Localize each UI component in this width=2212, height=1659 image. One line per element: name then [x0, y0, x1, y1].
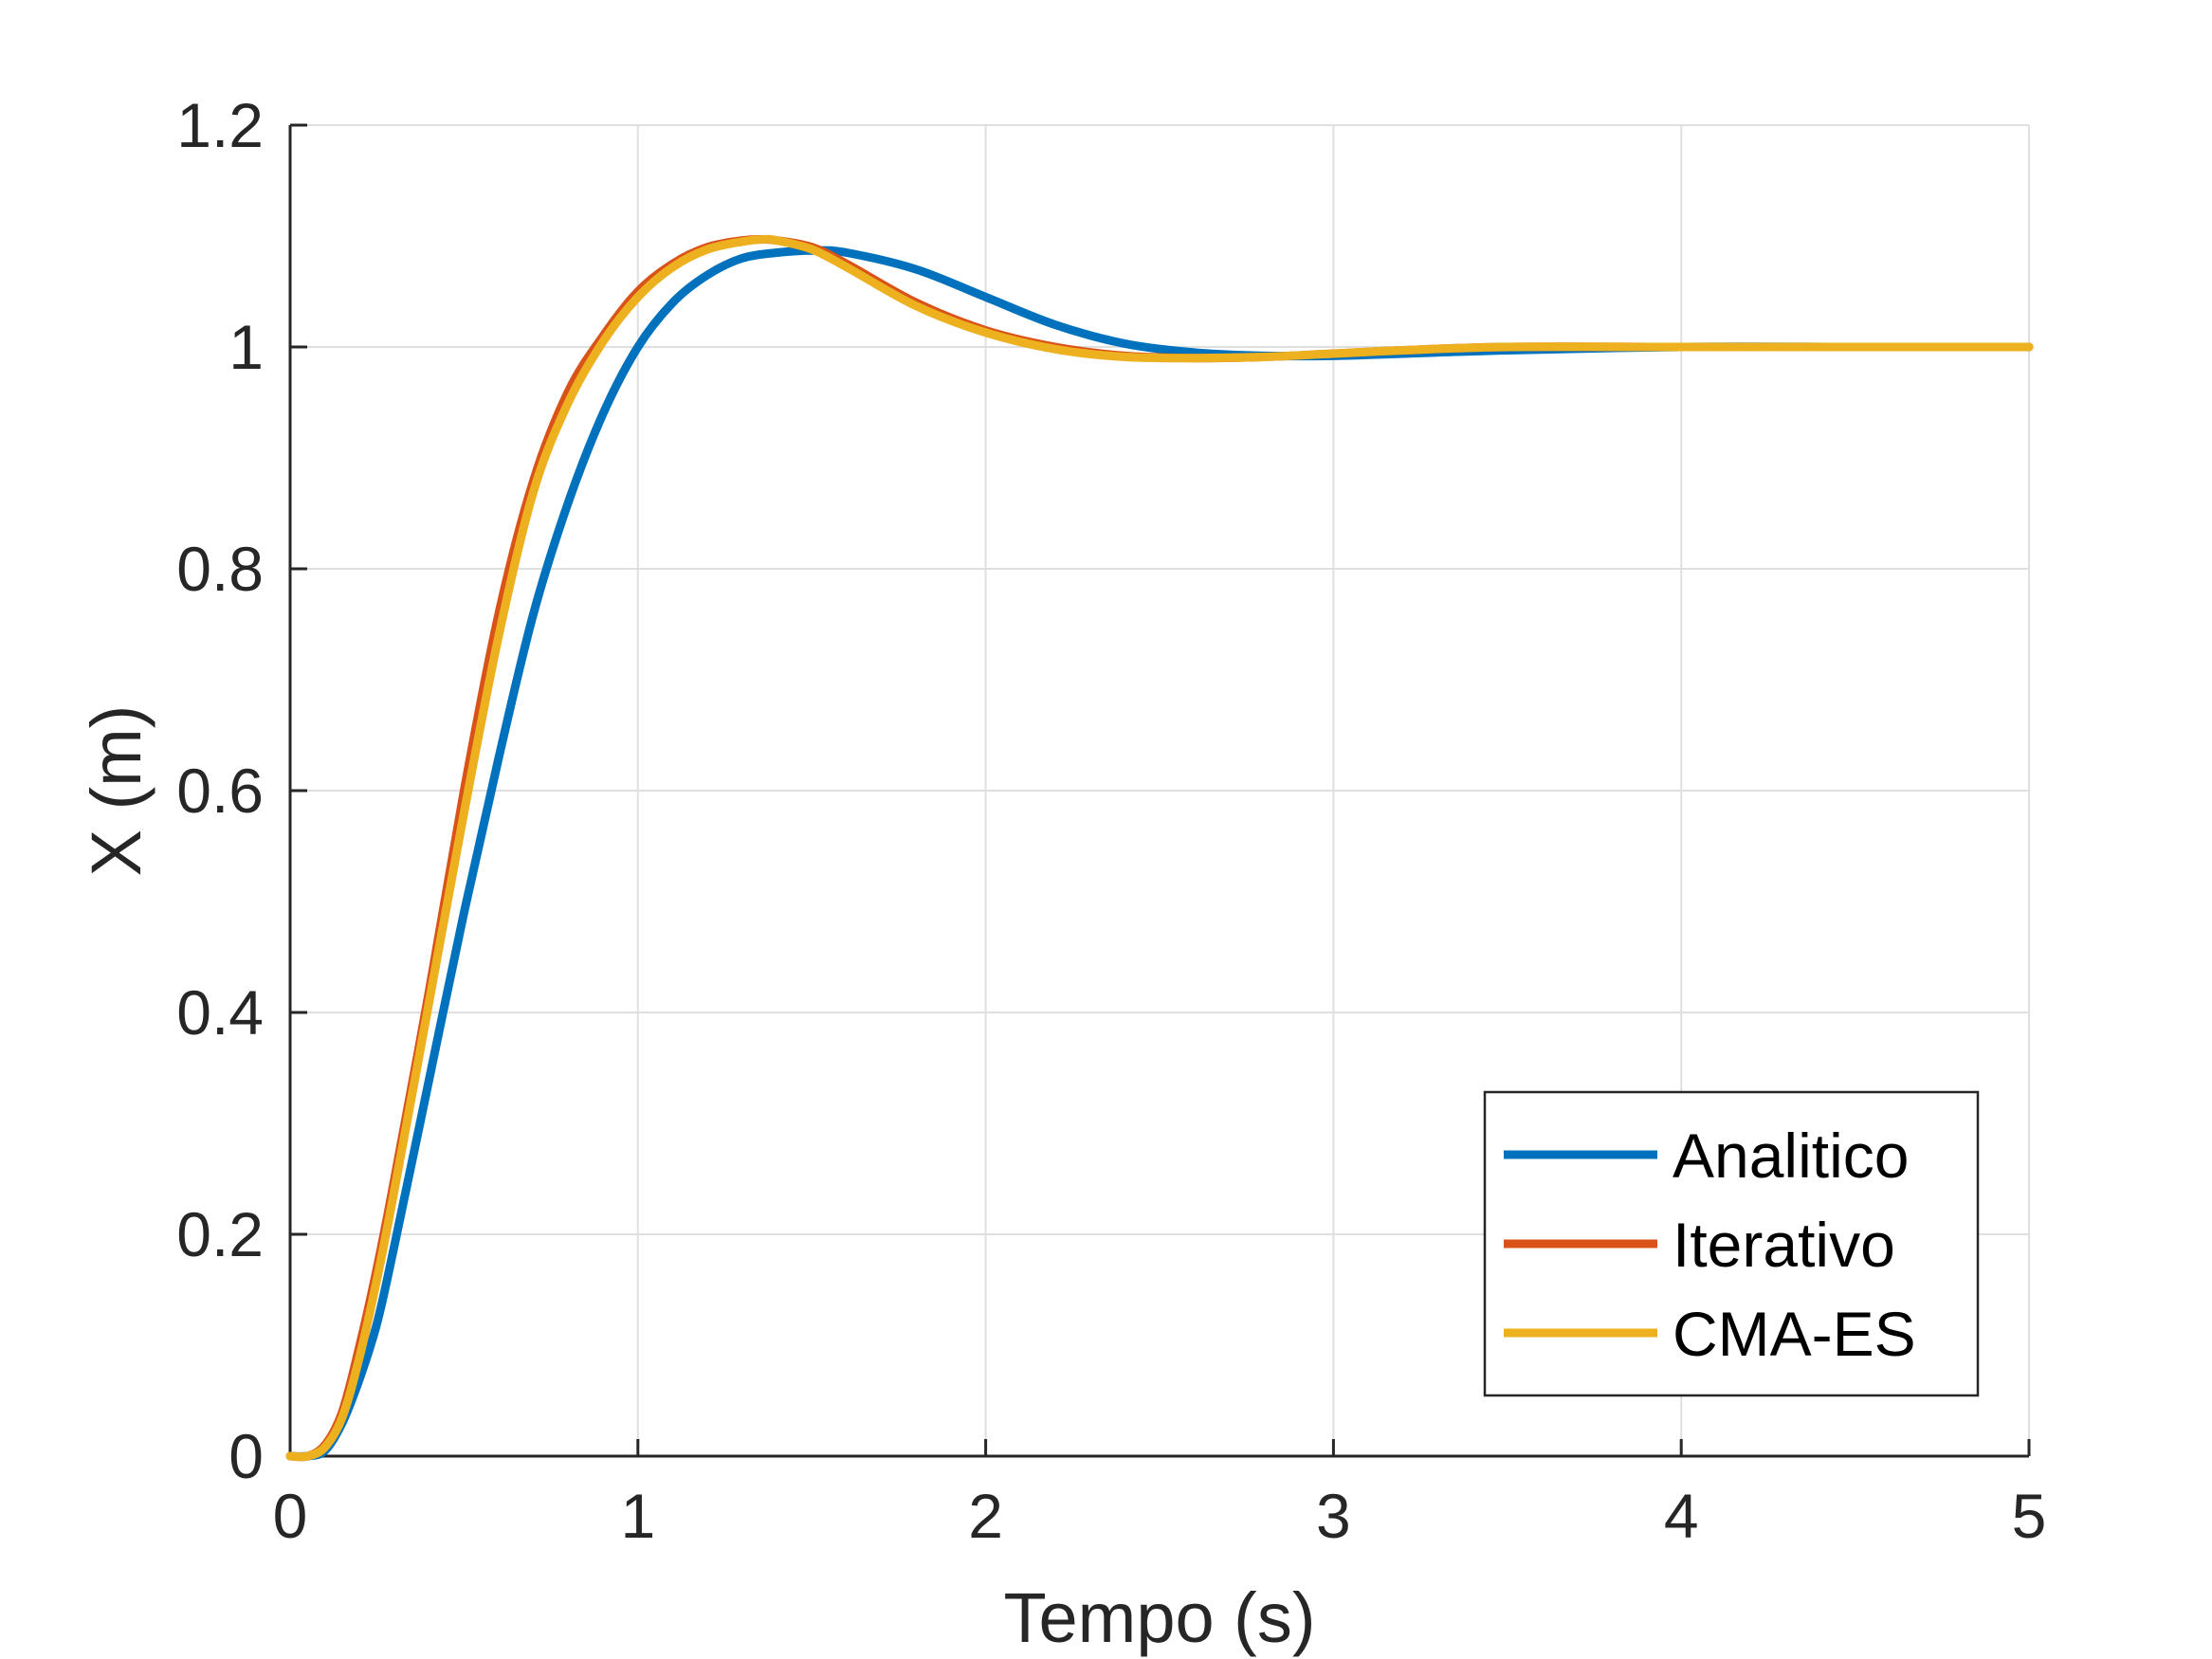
- x-tick-label: 5: [2012, 1481, 2047, 1551]
- y-tick-label: 1.2: [176, 90, 264, 160]
- y-tick-label: 0.8: [176, 534, 264, 604]
- legend-label: Analitico: [1673, 1121, 1909, 1191]
- x-axis-label: Tempo (s): [1004, 1578, 1316, 1657]
- legend-label: CMA-ES: [1673, 1299, 1916, 1369]
- y-tick-label: 0.2: [176, 1199, 264, 1269]
- series-line-cma-es: [285, 234, 2034, 1462]
- series-lines: [285, 234, 2034, 1462]
- x-tick-label: 0: [273, 1481, 308, 1551]
- legend: Analitico Iterativo CMA-ES: [1483, 1090, 1980, 1397]
- axes: 0 1 2 3 4 5 0 0.2 0.4 0.6 0.8 1 1.2: [176, 90, 2046, 1551]
- x-tick-label: 2: [968, 1481, 1003, 1551]
- x-tick-label: 1: [620, 1481, 655, 1551]
- y-tick-label: 1: [229, 312, 264, 382]
- x-tick-label: 3: [1316, 1481, 1351, 1551]
- legend-label: Iterativo: [1673, 1210, 1895, 1280]
- y-tick-label: 0.6: [176, 756, 264, 826]
- y-tick-label: 0.4: [176, 977, 264, 1048]
- y-tick-label: 0: [229, 1421, 264, 1491]
- y-axis-label: X (m): [77, 705, 155, 877]
- x-tick-label: 4: [1664, 1481, 1699, 1551]
